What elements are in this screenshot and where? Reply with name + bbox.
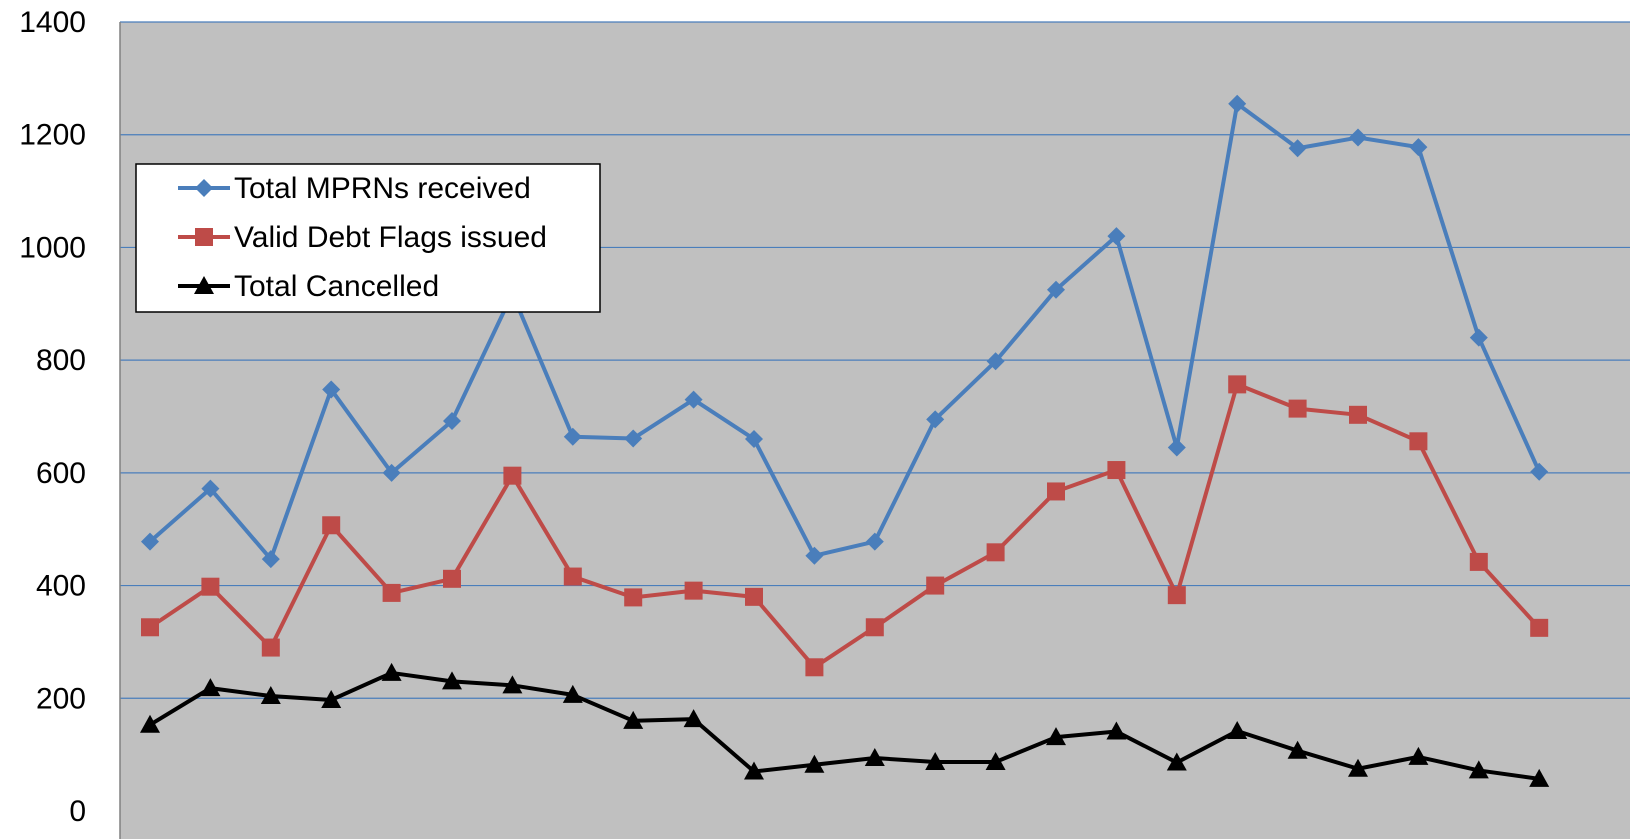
data-point bbox=[1469, 328, 1488, 347]
data-point bbox=[805, 546, 824, 565]
data-point bbox=[141, 532, 159, 551]
data-point bbox=[261, 638, 280, 657]
data-point bbox=[1167, 586, 1186, 605]
data-point bbox=[443, 412, 461, 431]
data-point bbox=[1288, 399, 1307, 418]
data-point bbox=[865, 618, 884, 637]
y-tick-label: 1200 bbox=[19, 119, 86, 152]
data-point bbox=[1288, 139, 1307, 158]
data-point bbox=[503, 466, 522, 485]
data-point bbox=[986, 352, 1005, 371]
data-point bbox=[865, 532, 884, 551]
series-line bbox=[148, 382, 1541, 670]
data-point bbox=[1530, 462, 1549, 481]
data-point bbox=[745, 430, 763, 449]
y-tick-label: 1000 bbox=[19, 231, 86, 264]
data-point bbox=[804, 754, 825, 773]
data-point bbox=[200, 678, 221, 697]
data-point bbox=[745, 587, 763, 606]
data-point bbox=[562, 684, 583, 703]
data-point bbox=[1227, 720, 1248, 739]
legend-label: Total Cancelled bbox=[234, 270, 439, 303]
data-point bbox=[623, 710, 644, 729]
data-point bbox=[1106, 721, 1127, 740]
data-point bbox=[1167, 438, 1186, 457]
data-point bbox=[141, 618, 159, 637]
legend-marker bbox=[195, 228, 213, 246]
data-point bbox=[502, 675, 523, 694]
legend-marker bbox=[195, 179, 213, 197]
data-point bbox=[381, 662, 402, 681]
data-point bbox=[1409, 138, 1428, 157]
data-point bbox=[1107, 461, 1126, 480]
data-point bbox=[864, 748, 885, 767]
data-point bbox=[382, 583, 401, 602]
y-tick-label: 800 bbox=[36, 344, 86, 377]
data-point bbox=[1047, 280, 1065, 299]
series-2 bbox=[140, 662, 1550, 787]
y-tick-label: 1400 bbox=[19, 6, 86, 39]
data-point bbox=[321, 689, 342, 708]
data-point bbox=[1287, 740, 1308, 759]
legend-label: Valid Debt Flags issued bbox=[234, 221, 547, 254]
data-point bbox=[140, 714, 160, 733]
data-point bbox=[1530, 618, 1549, 637]
data-point bbox=[322, 516, 341, 535]
y-tick-label: 200 bbox=[36, 682, 86, 715]
data-point bbox=[1349, 405, 1367, 424]
y-tick-label: 400 bbox=[36, 570, 86, 603]
legend-label: Total MPRNs received bbox=[234, 172, 531, 205]
y-axis-ticks: 0 200 400 600 800 1000 1200 1400 bbox=[19, 6, 86, 828]
y-tick-label: 600 bbox=[36, 457, 86, 490]
data-point bbox=[1047, 482, 1065, 501]
data-point bbox=[1529, 768, 1550, 787]
data-point bbox=[805, 658, 824, 677]
data-point bbox=[1107, 227, 1126, 246]
data-point bbox=[563, 427, 582, 446]
data-point bbox=[985, 751, 1006, 770]
data-point bbox=[986, 543, 1005, 562]
y-tick-label: 0 bbox=[69, 795, 86, 828]
data-point bbox=[624, 429, 643, 448]
legend-item-1: Valid Debt Flags issued bbox=[178, 221, 547, 254]
data-point bbox=[563, 567, 582, 586]
plot-area bbox=[120, 22, 1630, 839]
data-point bbox=[684, 581, 703, 600]
legend-item-0: Total MPRNs received bbox=[178, 172, 531, 205]
data-point bbox=[925, 751, 946, 770]
data-point bbox=[1228, 94, 1247, 113]
data-point bbox=[1409, 432, 1428, 451]
data-point bbox=[1408, 746, 1429, 765]
data-point bbox=[683, 709, 704, 728]
data-point bbox=[442, 671, 462, 690]
data-point bbox=[926, 410, 945, 429]
gridlines bbox=[120, 21, 1630, 699]
data-point bbox=[1468, 760, 1489, 779]
data-point bbox=[624, 588, 643, 607]
data-point bbox=[1349, 128, 1367, 147]
data-point bbox=[1228, 375, 1247, 394]
data-point bbox=[1046, 727, 1066, 746]
series-line bbox=[148, 670, 1540, 781]
series-line bbox=[148, 101, 1542, 562]
data-point bbox=[261, 550, 280, 569]
legend-item-2: Total Cancelled bbox=[178, 270, 439, 303]
data-point bbox=[926, 576, 945, 595]
data-point bbox=[260, 686, 281, 705]
data-point bbox=[684, 390, 703, 409]
data-point bbox=[201, 479, 220, 498]
series-1 bbox=[141, 375, 1549, 677]
data-point bbox=[382, 463, 401, 482]
data-point bbox=[1166, 752, 1187, 771]
data-point bbox=[201, 577, 220, 596]
data-point bbox=[322, 380, 341, 399]
data-point bbox=[744, 761, 764, 780]
legend: Total MPRNs received Valid Debt Flags iss… bbox=[135, 163, 601, 313]
data-point bbox=[1469, 552, 1488, 571]
data-point bbox=[443, 569, 461, 588]
legend-marker bbox=[194, 276, 214, 294]
data-point bbox=[1348, 758, 1368, 777]
